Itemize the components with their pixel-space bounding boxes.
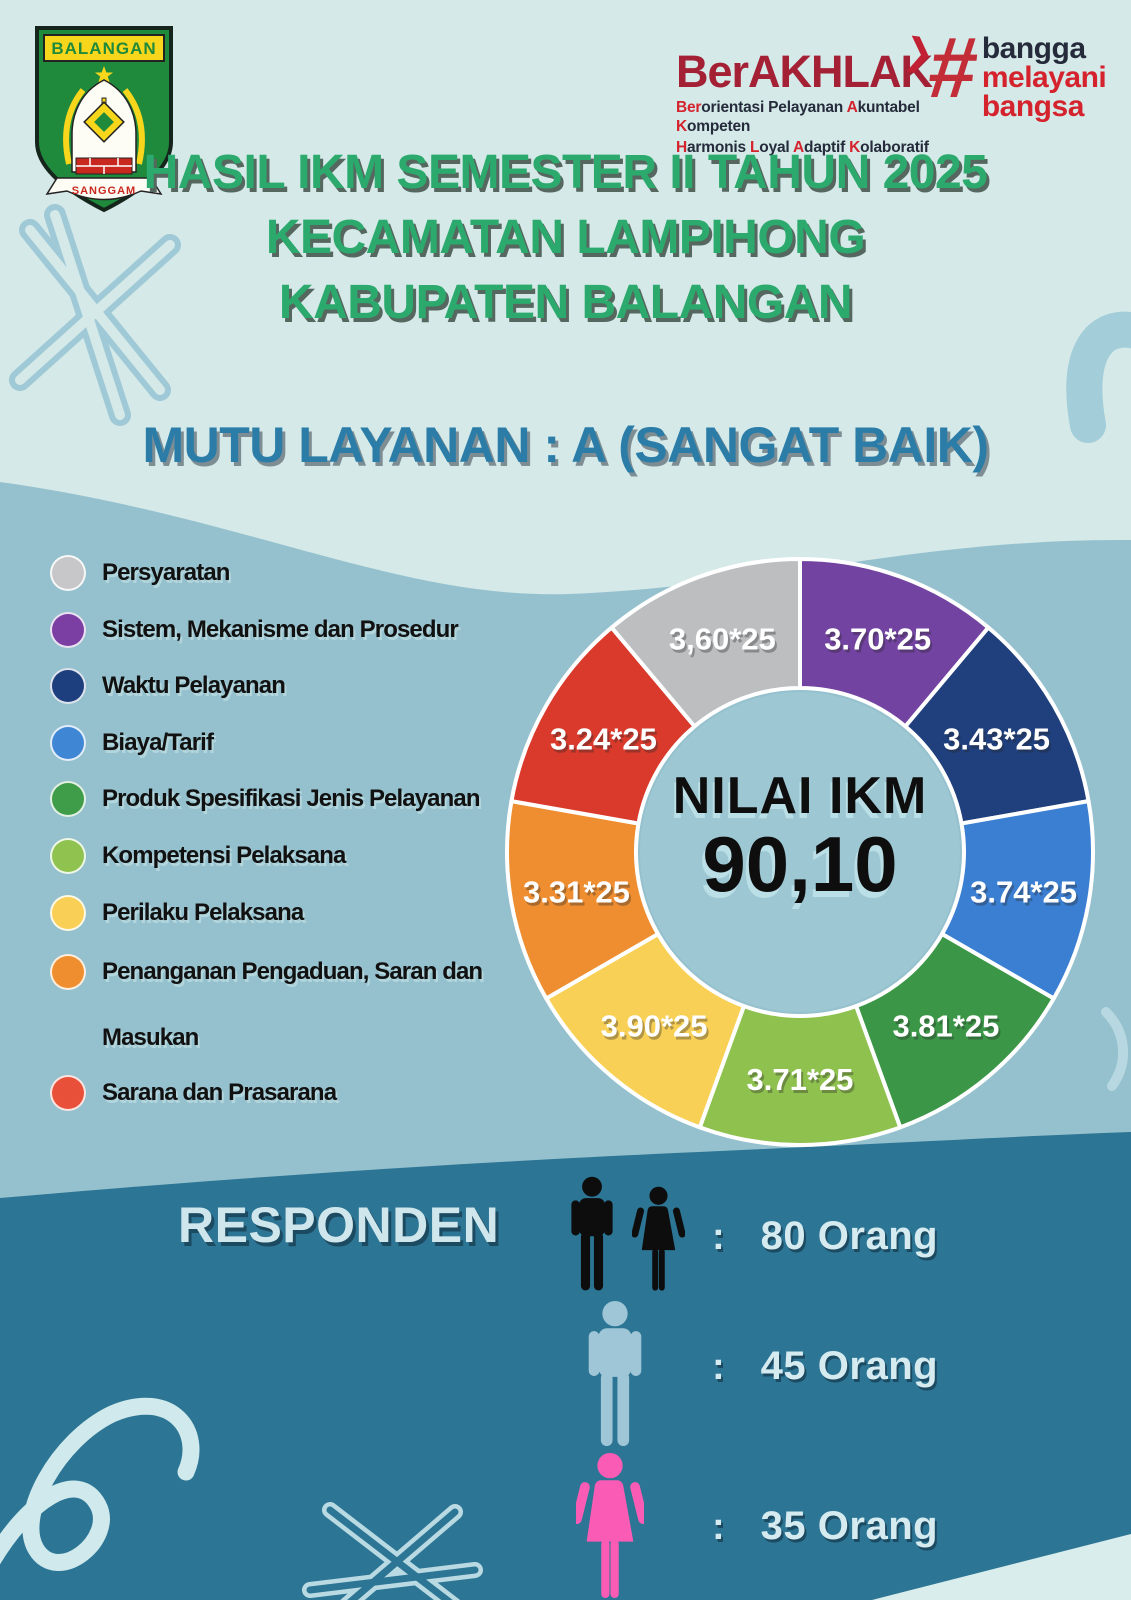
berakhlak-title: BerAKHLAK ❯ xyxy=(676,29,976,97)
legend-item: Biaya/Tarif xyxy=(50,725,214,761)
donut-center-circle xyxy=(640,692,960,1012)
service-quality-line: MUTU LAYANAN : A (SANGAT BAIK) xyxy=(142,417,989,473)
legend-label: Waktu Pelayanan xyxy=(102,672,286,699)
colon: : xyxy=(712,1216,725,1258)
legend-color-dot xyxy=(50,668,86,704)
legend-item: Produk Spesifikasi Jenis Pelayanan xyxy=(50,781,480,817)
legend-item: Penanganan Pengaduan, Saran dan Masukan xyxy=(50,954,483,1056)
legend-label: Sistem, Mekanisme dan Prosedur xyxy=(102,616,459,643)
legend-item: Perilaku Pelaksana xyxy=(50,895,304,931)
title-line2: KECAMATAN LAMPIHONG xyxy=(265,211,866,264)
ikm-donut-chart: 3.70*25 3.43*25 3.74*25 3.81*25 3.71*25 3.90*… xyxy=(505,557,1095,1147)
balangan-regency-logo: BALANGAN SANGGAM xyxy=(35,26,173,213)
donut-segment-label: 3.81*25 xyxy=(892,1009,999,1044)
donut-segment-label: 3.24*25 xyxy=(550,721,657,756)
arc-doodle-right xyxy=(1101,1007,1128,1091)
legend-label: Kompetensi Pelaksana xyxy=(102,842,346,869)
nilai-ikm-label: NILAI IKM xyxy=(672,767,928,825)
legend-label-line2: Masukan xyxy=(102,1024,199,1051)
man-icon xyxy=(563,1176,621,1292)
donut-segment-label: 3,60*25 xyxy=(669,622,776,657)
total-count: 80 Orang xyxy=(760,1214,939,1258)
female-count: 35 Orang xyxy=(760,1504,939,1548)
male-count: 45 Orang xyxy=(760,1344,939,1388)
female-count-row: : 35 Orang xyxy=(712,1504,938,1549)
legend-item: Sistem, Mekanisme dan Prosedur xyxy=(50,612,459,648)
asterisk-doodle-top-left xyxy=(9,204,181,426)
legend-color-dot xyxy=(50,555,86,591)
legend-item: Persyaratan xyxy=(50,555,230,591)
donut-segment-label: 3.74*25 xyxy=(970,874,1077,909)
wreath-left xyxy=(63,88,86,165)
bangga-melayani-bangsa-logo: # bangga melayani bangsa xyxy=(923,20,1107,123)
logo-ribbon xyxy=(45,177,163,201)
nilai-ikm-value: 90,10 xyxy=(702,820,898,908)
page-title: HASIL IKM SEMESTER II TAHUN 2025 KECAMAT… xyxy=(0,140,1131,335)
emblem-diamond-inner xyxy=(94,112,114,132)
berakhlak-subtitle-line2: Harmonis Loyal Adaptif Kolaboratif xyxy=(676,139,929,156)
dark-band xyxy=(0,1132,1131,1600)
legend-item: Sarana dan Prasarana xyxy=(50,1075,337,1111)
legend-item: Kompetensi Pelaksana xyxy=(50,838,346,874)
total-count-row: : 80 Orang xyxy=(712,1214,938,1259)
bangga-words: bangga melayani bangsa xyxy=(981,32,1107,123)
man-icon xyxy=(582,1300,648,1448)
title-line1: HASIL IKM SEMESTER II TAHUN 2025 xyxy=(143,146,988,199)
colon: : xyxy=(712,1346,725,1388)
colon: : xyxy=(712,1506,725,1548)
male-count-row: : 45 Orang xyxy=(712,1344,938,1389)
legend-label: Biaya/Tarif xyxy=(102,729,214,756)
legend-color-dot xyxy=(50,725,86,761)
legend-label: Penanganan Pengaduan, Saran dan Masukan xyxy=(102,954,483,1056)
legend-item: Waktu Pelayanan xyxy=(50,668,286,704)
wreath-right xyxy=(122,88,145,165)
legend-label: Sarana dan Prasarana xyxy=(102,1079,337,1106)
legend-label: Persyaratan xyxy=(102,559,230,586)
hashtag-icon: # xyxy=(922,20,981,116)
legend-color-dot xyxy=(50,954,86,990)
donut-segment-label: 3.90*25 xyxy=(601,1009,708,1044)
legend-color-dot xyxy=(50,1075,86,1111)
legend-color-dot xyxy=(50,895,86,931)
donut-center-text: NILAI IKM 90,10 xyxy=(620,768,980,904)
logo-ribbon-text: SANGGAM xyxy=(72,185,136,197)
berakhlak-title-text: BerAKHLAK xyxy=(676,46,933,97)
asterisk-doodle-bottom xyxy=(302,1502,483,1600)
legend-label: Produk Spesifikasi Jenis Pelayanan xyxy=(102,785,480,812)
responden-heading: RESPONDEN xyxy=(178,1197,500,1253)
woman-icon xyxy=(632,1186,685,1292)
title-line3: KABUPATEN BALANGAN xyxy=(278,276,853,329)
donut-segment xyxy=(609,557,802,729)
woman-icon xyxy=(576,1452,644,1600)
squiggle-doodle-bottom-left xyxy=(0,1397,200,1571)
legend-color-dot xyxy=(50,612,86,648)
donut-segment-label: 3.70*25 xyxy=(824,622,931,657)
corner-wave-bottom-right xyxy=(872,1534,1131,1600)
legend-color-dot xyxy=(50,838,86,874)
legend-color-dot xyxy=(50,781,86,817)
berakhlak-subtitle-line1: Berorientasi Pelayanan Akuntabel Kompete… xyxy=(676,99,920,135)
logo-banner-text: BALANGAN xyxy=(51,39,156,58)
legend-label: Perilaku Pelaksana xyxy=(102,899,304,926)
donut-segment-label: 3.71*25 xyxy=(747,1062,854,1097)
donut-segment-label: 3.43*25 xyxy=(943,721,1050,756)
berakhlak-logo: BerAKHLAK ❯ Berorientasi Pelayanan Akunt… xyxy=(676,29,976,157)
logo-banner xyxy=(43,34,165,62)
star-icon xyxy=(95,66,113,83)
donut-segment-label: 3.31*25 xyxy=(523,874,630,909)
hook-doodle-right xyxy=(1066,311,1131,443)
